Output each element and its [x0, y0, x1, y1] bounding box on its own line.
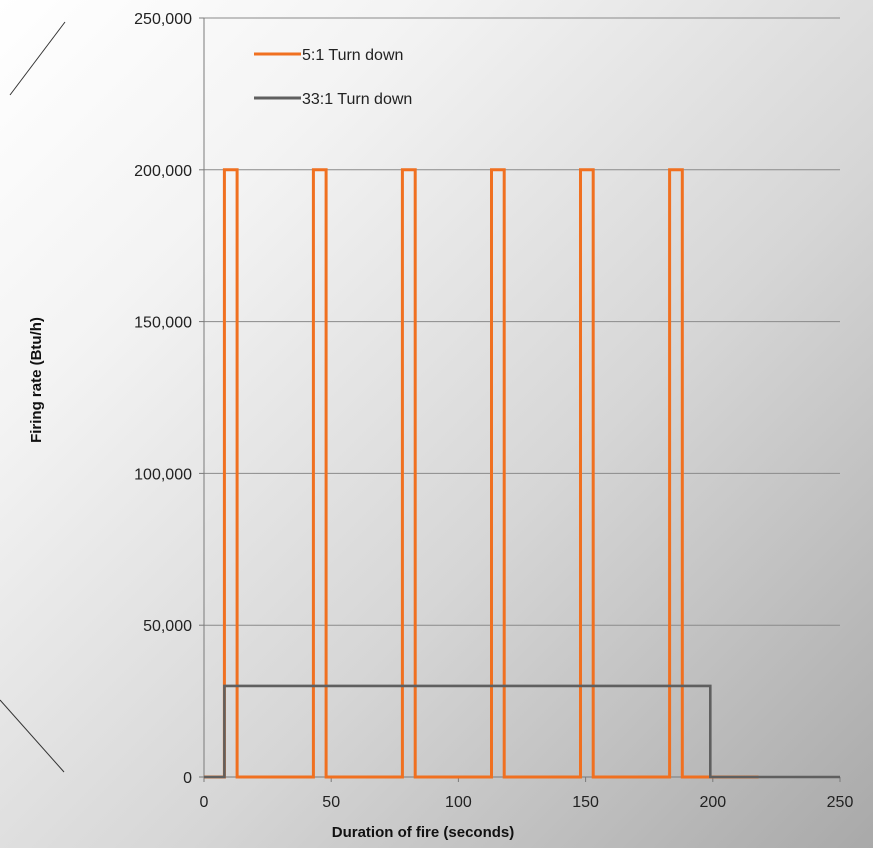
- x-tick-label: 200: [699, 794, 726, 811]
- y-tick-label: 0: [183, 770, 192, 787]
- x-tick-label: 250: [827, 794, 854, 811]
- legend: 5:1 Turn down 33:1 Turn down: [254, 47, 412, 108]
- y-tick-label: 200,000: [134, 163, 192, 180]
- y-tick-label: 100,000: [134, 466, 192, 483]
- x-tick-label: 150: [572, 794, 599, 811]
- series-lines: [204, 168, 840, 779]
- y-axis-title: Firing rate (Btu/h): [28, 317, 45, 443]
- series-line-turndown-5-1: [204, 168, 759, 779]
- decorative-diagonal-line-bottom: [0, 699, 65, 773]
- gridlines: [204, 17, 840, 626]
- y-tick-label: 150,000: [134, 315, 192, 332]
- y-tick-labels: 0 50,000 100,000 150,000 200,000 250,000: [134, 11, 204, 787]
- series-line-turndown-33-1: [204, 684, 840, 779]
- y-tick-label: 250,000: [134, 11, 192, 28]
- legend-label: 5:1 Turn down: [302, 47, 403, 64]
- axes: [203, 18, 840, 778]
- x-axis-title: Duration of fire (seconds): [332, 824, 515, 841]
- decorative-diagonal-line-top: [9, 21, 66, 96]
- x-tick-labels: 0 50 100 150 200 250: [200, 777, 854, 811]
- x-tick-label: 100: [445, 794, 472, 811]
- y-tick-label: 50,000: [143, 618, 192, 635]
- x-tick-label: 0: [200, 794, 209, 811]
- x-tick-label: 50: [322, 794, 340, 811]
- legend-label: 33:1 Turn down: [302, 91, 412, 108]
